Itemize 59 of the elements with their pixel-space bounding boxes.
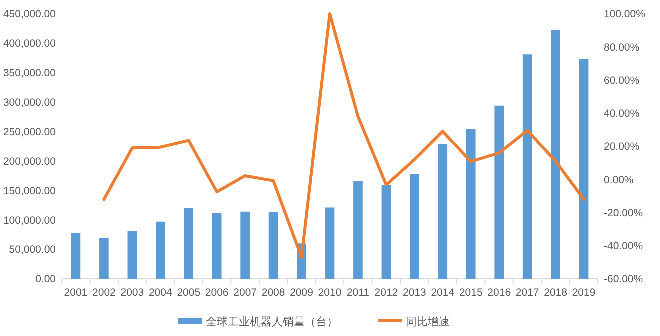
x-tick-label: 2014 — [431, 287, 455, 299]
x-tick-label: 2017 — [516, 287, 540, 299]
x-tick-label: 2009 — [290, 287, 314, 299]
x-tick-label: 2016 — [488, 287, 512, 299]
bar — [551, 30, 560, 279]
bar — [71, 233, 81, 279]
y-tick-label: 300,000.00 — [3, 97, 56, 110]
bar — [212, 213, 222, 279]
x-tick-label: 2010 — [318, 287, 342, 299]
y2-tick-label: 100.00% — [604, 8, 646, 21]
x-tick-label: 2019 — [572, 287, 596, 299]
bar — [156, 222, 166, 279]
bar — [494, 106, 504, 279]
y2-tick-label: 0.00% — [604, 174, 634, 186]
y-tick-label: 0.00 — [36, 274, 56, 286]
x-tick-label: 2008 — [262, 287, 286, 299]
x-tick-label: 2013 — [402, 287, 427, 299]
bar — [410, 174, 420, 279]
x-tick-label: 2002 — [92, 287, 116, 299]
line-series — [102, 12, 586, 259]
bar — [382, 185, 392, 279]
bar — [354, 181, 363, 279]
y2-tick-label: 40.00% — [604, 108, 640, 120]
bar — [325, 208, 335, 279]
x-tick-label: 2007 — [234, 287, 258, 299]
bar — [579, 59, 589, 279]
bar — [466, 129, 476, 279]
y2-tick-label: 80.00% — [604, 42, 640, 54]
y2-tick-label: -20.00% — [604, 207, 644, 220]
bar — [438, 144, 448, 279]
y-tick-label: 200,000.00 — [3, 156, 56, 168]
bar — [522, 54, 532, 279]
bar — [128, 231, 138, 279]
y-tick-label: 350,000.00 — [3, 68, 56, 80]
x-tick-label: 2004 — [148, 287, 172, 299]
bar — [100, 238, 109, 279]
y-tick-label: 100,000.00 — [3, 214, 56, 227]
y-tick-label: 150,000.00 — [3, 185, 56, 198]
y2-tick-label: -60.00% — [604, 274, 644, 286]
y2-tick-label: 60.00% — [604, 74, 640, 87]
bar — [240, 212, 250, 279]
x-tick-label: 2006 — [205, 287, 229, 299]
bar — [268, 212, 278, 279]
x-tick-label: 2018 — [544, 287, 568, 299]
x-tick-label: 2012 — [374, 287, 398, 299]
x-tick-label: 2005 — [177, 287, 201, 299]
y-tick-label: 50,000.00 — [9, 244, 56, 256]
legend-label: 同比增速 — [406, 315, 450, 328]
x-tick-label: 2011 — [346, 287, 370, 299]
y-tick-label: 400,000.00 — [3, 38, 56, 50]
y-tick-label: 250,000.00 — [3, 126, 56, 138]
y-tick-label: 450,000.00 — [3, 8, 56, 21]
bar — [184, 208, 194, 279]
x-tick-label: 2003 — [120, 287, 144, 299]
legend-label: 全球工业机器人销量（台） — [206, 315, 338, 328]
y2-tick-label: 20.00% — [604, 141, 640, 154]
x-tick-label: 2001 — [64, 287, 88, 299]
y2-tick-label: -40.00% — [604, 240, 644, 253]
x-tick-label: 2015 — [459, 287, 483, 299]
